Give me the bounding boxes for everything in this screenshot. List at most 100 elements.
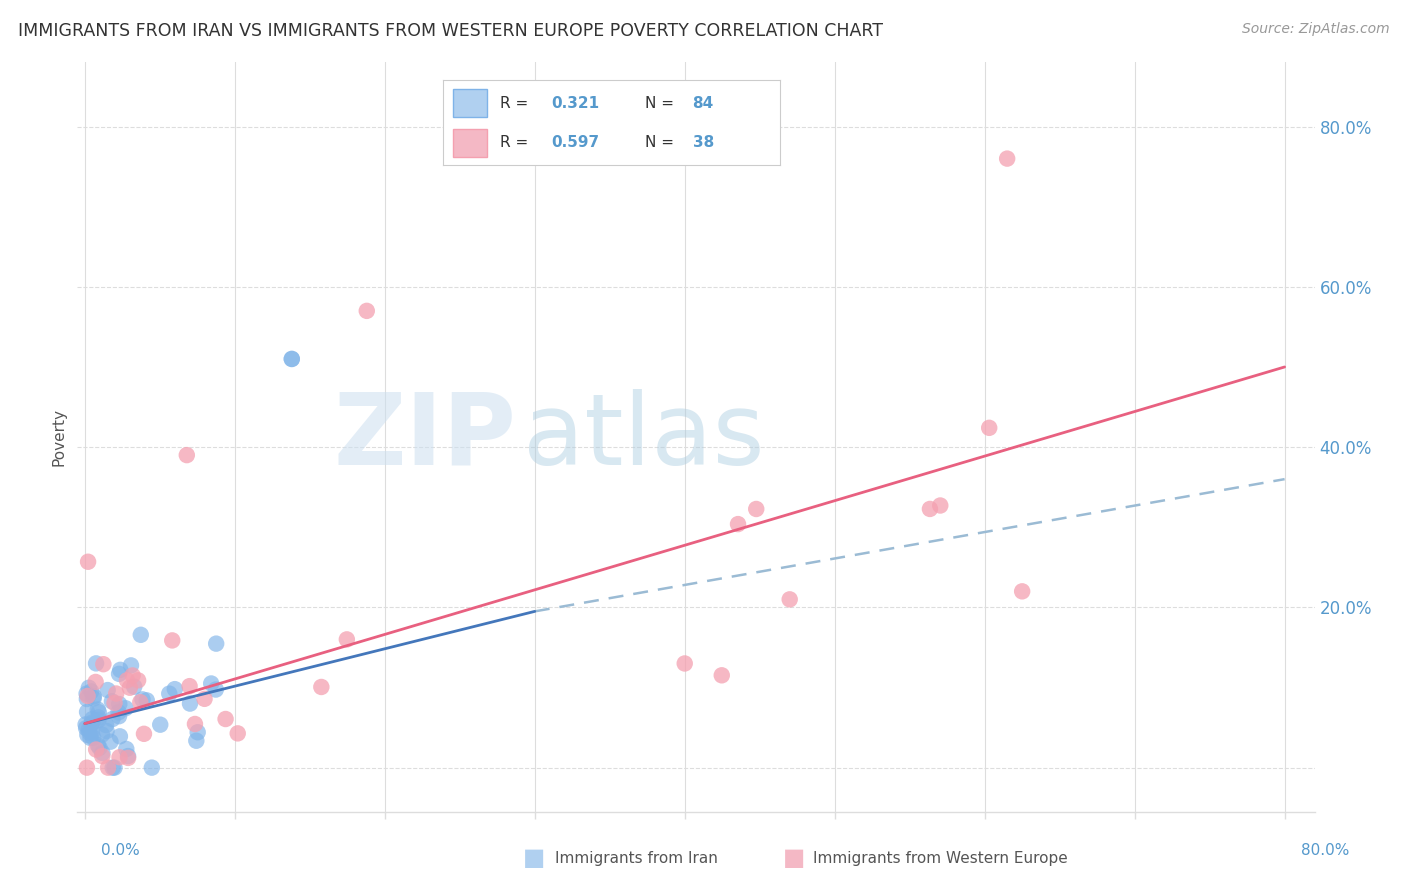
Point bbox=[75, 721, 97, 735]
Point bbox=[83, 691, 105, 706]
Point bbox=[129, 628, 152, 642]
Point bbox=[110, 663, 132, 677]
Point bbox=[89, 740, 111, 755]
Point bbox=[121, 668, 143, 682]
Point bbox=[336, 632, 359, 647]
Point bbox=[200, 676, 222, 690]
Point bbox=[120, 658, 142, 673]
Text: N =: N = bbox=[645, 95, 675, 111]
Point bbox=[117, 749, 139, 764]
Point bbox=[118, 681, 141, 695]
Point bbox=[76, 692, 98, 706]
Point bbox=[108, 666, 131, 681]
Point bbox=[105, 686, 128, 700]
Point bbox=[132, 727, 155, 741]
Point bbox=[101, 761, 124, 775]
Text: 80.0%: 80.0% bbox=[1302, 843, 1350, 858]
Point bbox=[918, 502, 941, 516]
Point bbox=[77, 681, 100, 695]
Point bbox=[80, 684, 103, 698]
Point bbox=[87, 713, 110, 727]
Point bbox=[281, 351, 304, 366]
Point bbox=[83, 690, 105, 704]
Point bbox=[710, 668, 733, 682]
Point bbox=[91, 746, 114, 760]
Text: R =: R = bbox=[501, 95, 529, 111]
Point bbox=[107, 706, 129, 720]
Point bbox=[103, 696, 125, 710]
Point bbox=[929, 499, 952, 513]
Point bbox=[187, 725, 209, 739]
Point bbox=[103, 761, 125, 775]
Point bbox=[214, 712, 236, 726]
Point bbox=[727, 517, 749, 532]
Point bbox=[186, 733, 208, 747]
Text: 0.321: 0.321 bbox=[551, 95, 599, 111]
Point bbox=[80, 724, 103, 739]
Point bbox=[84, 742, 107, 756]
Point bbox=[184, 717, 207, 731]
Point bbox=[108, 750, 131, 764]
Point bbox=[779, 592, 801, 607]
Point bbox=[76, 705, 98, 719]
Point bbox=[115, 742, 138, 756]
Point bbox=[129, 695, 152, 709]
Text: Immigrants from Western Europe: Immigrants from Western Europe bbox=[813, 851, 1067, 865]
Point bbox=[1011, 584, 1033, 599]
Text: ■: ■ bbox=[523, 847, 546, 870]
Point bbox=[100, 735, 122, 749]
Point bbox=[87, 738, 110, 752]
Point bbox=[76, 689, 98, 703]
Point bbox=[141, 761, 163, 775]
Point bbox=[163, 682, 186, 697]
Point bbox=[75, 717, 97, 731]
Point bbox=[131, 692, 153, 706]
Point bbox=[101, 712, 124, 726]
Point bbox=[176, 448, 198, 462]
Y-axis label: Poverty: Poverty bbox=[52, 408, 67, 467]
Point bbox=[91, 749, 114, 764]
Point bbox=[108, 709, 131, 723]
Point bbox=[108, 729, 131, 743]
Point bbox=[149, 717, 172, 731]
Point bbox=[87, 702, 110, 716]
Point bbox=[122, 680, 145, 694]
FancyBboxPatch shape bbox=[453, 128, 486, 157]
Point bbox=[101, 694, 124, 708]
Point bbox=[82, 731, 104, 745]
Text: 38: 38 bbox=[693, 136, 714, 151]
Point bbox=[93, 657, 115, 672]
Text: ■: ■ bbox=[783, 847, 806, 870]
Point bbox=[204, 682, 226, 697]
Point bbox=[91, 728, 114, 742]
Point bbox=[356, 304, 378, 318]
Point bbox=[84, 675, 107, 690]
Point bbox=[162, 633, 184, 648]
Point bbox=[179, 679, 201, 693]
Text: atlas: atlas bbox=[523, 389, 765, 485]
Point bbox=[82, 712, 104, 726]
Text: IMMIGRANTS FROM IRAN VS IMMIGRANTS FROM WESTERN EUROPE POVERTY CORRELATION CHART: IMMIGRANTS FROM IRAN VS IMMIGRANTS FROM … bbox=[18, 22, 883, 40]
Text: N =: N = bbox=[645, 136, 675, 151]
Point bbox=[77, 555, 100, 569]
Point bbox=[97, 761, 120, 775]
Text: Source: ZipAtlas.com: Source: ZipAtlas.com bbox=[1241, 22, 1389, 37]
Point bbox=[77, 723, 100, 737]
Point bbox=[979, 421, 1001, 435]
Point bbox=[82, 715, 104, 730]
Point bbox=[226, 726, 249, 740]
Point bbox=[80, 717, 103, 731]
Point bbox=[127, 673, 149, 688]
Point bbox=[114, 701, 136, 715]
Point bbox=[281, 351, 304, 366]
Point bbox=[995, 152, 1018, 166]
Point bbox=[96, 724, 118, 739]
Text: Immigrants from Iran: Immigrants from Iran bbox=[555, 851, 718, 865]
Point bbox=[205, 637, 228, 651]
Point bbox=[97, 683, 120, 698]
Point bbox=[135, 693, 157, 707]
Point bbox=[157, 687, 180, 701]
Text: 84: 84 bbox=[693, 95, 714, 111]
Text: R =: R = bbox=[501, 136, 529, 151]
FancyBboxPatch shape bbox=[453, 89, 486, 117]
